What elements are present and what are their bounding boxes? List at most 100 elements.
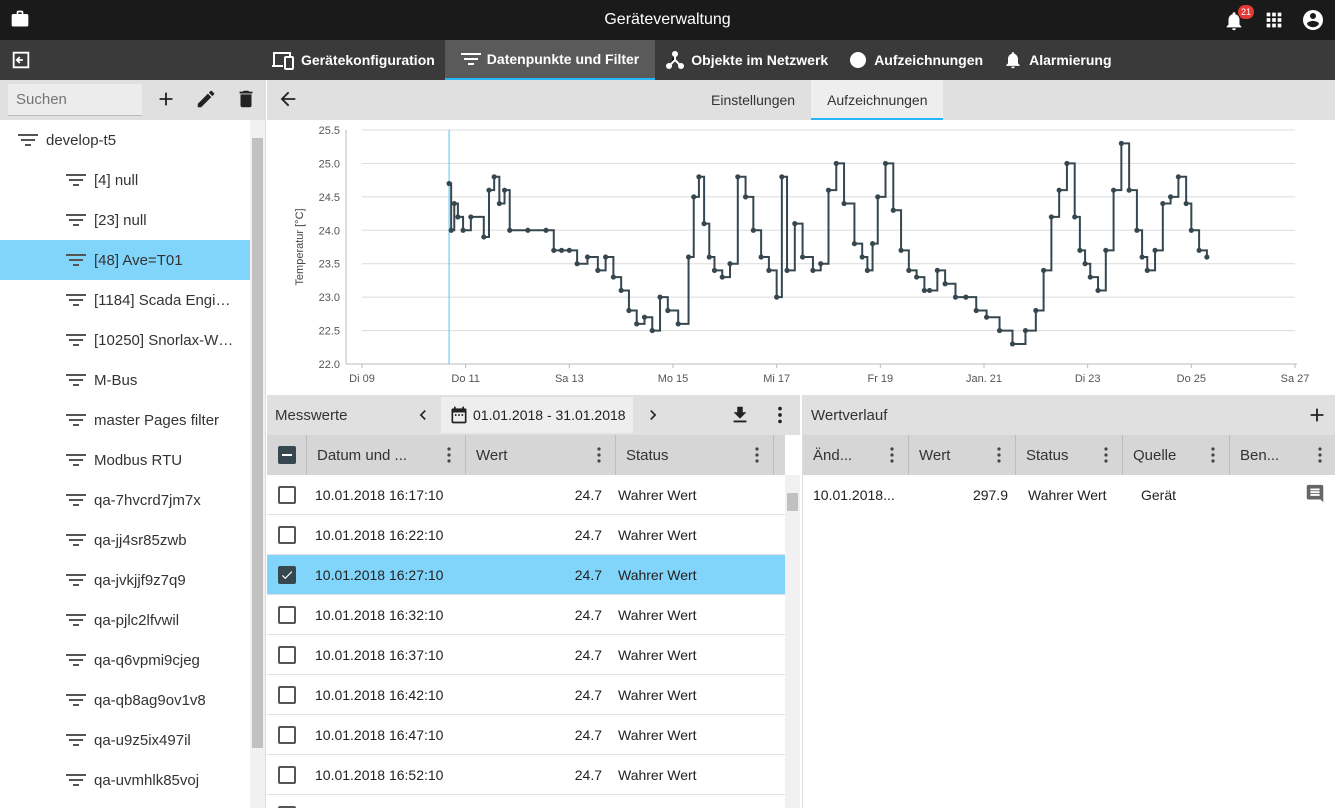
row-checkbox[interactable]: [278, 645, 296, 664]
data-point: [750, 227, 756, 233]
chevron-right-icon[interactable]: [643, 405, 663, 428]
more-vert-icon[interactable]: [769, 404, 791, 429]
row-checkbox[interactable]: [278, 565, 296, 584]
data-point: [890, 207, 896, 213]
briefcase-icon[interactable]: [10, 9, 30, 32]
tree-item[interactable]: [48] Ave=T01: [0, 240, 250, 280]
edit-icon[interactable]: [195, 88, 217, 113]
data-point: [851, 241, 858, 247]
table-row[interactable]: [267, 795, 785, 808]
table-row[interactable]: 10.01.2018 16:37:10 24.7 Wahrer Wert: [267, 635, 785, 675]
col-status[interactable]: Status: [1016, 435, 1123, 475]
sidebar-scrollbar[interactable]: [250, 120, 265, 808]
data-point: [574, 261, 580, 267]
tree-item[interactable]: Modbus RTU: [0, 440, 250, 480]
messwerte-column-header: Datum und ... Wert Status: [267, 435, 785, 475]
tab-einstellungen[interactable]: Einstellungen: [711, 92, 796, 108]
cell-status: Wahrer Wert: [618, 686, 697, 703]
row-checkbox[interactable]: [278, 725, 296, 744]
row-checkbox[interactable]: [278, 605, 296, 624]
tab-aufzeichnungen-sub[interactable]: Aufzeichnungen: [811, 80, 944, 120]
network-icon: [666, 51, 685, 69]
tree-item-label: qa-u9z5ix497il: [94, 731, 191, 749]
date-range-picker[interactable]: 01.01.2018 - 31.01.2018: [441, 397, 633, 433]
exit-icon[interactable]: [10, 49, 32, 74]
data-point: [603, 254, 609, 260]
table-row[interactable]: 10.01.2018 16:52:10 24.7 Wahrer Wert: [267, 755, 785, 795]
col-wert[interactable]: Wert: [466, 435, 616, 475]
tree-item[interactable]: qa-7hvcrd7jm7x: [0, 480, 250, 520]
account-icon[interactable]: [1301, 8, 1325, 35]
row-checkbox[interactable]: [278, 525, 296, 544]
filter-icon: [66, 174, 86, 186]
delete-icon[interactable]: [235, 88, 257, 113]
more-vert-icon: [755, 447, 759, 463]
col-datum[interactable]: Datum und ...: [307, 435, 466, 475]
table-row[interactable]: 10.01.2018 16:47:10 24.7 Wahrer Wert: [267, 715, 785, 755]
tree-item[interactable]: qa-jj4sr85zwb: [0, 520, 250, 560]
notification-badge: 21: [1237, 4, 1254, 19]
tab-datenpunkte-und-filter[interactable]: Datenpunkte und Filter: [444, 40, 656, 80]
row-checkbox[interactable]: [278, 805, 296, 808]
tree-item[interactable]: M-Bus: [0, 360, 250, 400]
tree-item[interactable]: qa-qb8ag9ov1v8: [0, 680, 250, 720]
data-point: [1160, 200, 1166, 207]
wertverlauf-row[interactable]: 10.01.2018... 297.9 Wahrer Wert Gerät: [803, 475, 1335, 515]
more-vert-icon: [1211, 447, 1215, 463]
add-icon[interactable]: [155, 88, 177, 113]
data-point: [1009, 341, 1016, 347]
download-icon[interactable]: [729, 404, 751, 429]
col-quelle[interactable]: Quelle: [1123, 435, 1230, 475]
tree-item[interactable]: [23] null: [0, 200, 250, 240]
add-icon[interactable]: [1306, 404, 1328, 429]
apps-icon[interactable]: [1263, 9, 1285, 34]
data-point: [711, 267, 718, 273]
back-arrow-icon[interactable]: [277, 88, 299, 113]
tree-item[interactable]: [1184] Scada Engi…: [0, 280, 250, 320]
wertverlauf-title: Wertverlauf: [811, 407, 888, 424]
col-wert[interactable]: Wert: [909, 435, 1016, 475]
tree-item[interactable]: qa-q6vpmi9cjeg: [0, 640, 250, 680]
tab-geraetekonfiguration[interactable]: Gerätekonfiguration: [261, 40, 445, 80]
tab-aufzeichnungen[interactable]: Aufzeichnungen: [838, 40, 993, 80]
col-bemerkung[interactable]: Ben...: [1230, 435, 1335, 475]
chevron-left-icon[interactable]: [413, 405, 433, 428]
select-all-checkbox[interactable]: [267, 435, 307, 475]
x-tick-label: Jan. 21: [966, 373, 1002, 385]
table-row[interactable]: 10.01.2018 16:22:10 24.7 Wahrer Wert: [267, 515, 785, 555]
row-checkbox[interactable]: [278, 685, 296, 704]
table-row[interactable]: 10.01.2018 16:17:10 24.7 Wahrer Wert: [267, 475, 785, 515]
table-row[interactable]: 10.01.2018 16:42:10 24.7 Wahrer Wert: [267, 675, 785, 715]
tree-item[interactable]: qa-u9z5ix497il: [0, 720, 250, 760]
tree-item[interactable]: qa-pjlc2lfvwil: [0, 600, 250, 640]
tree-item[interactable]: [4] null: [0, 160, 250, 200]
table-row[interactable]: 10.01.2018 16:27:10 24.7 Wahrer Wert: [267, 555, 785, 595]
tab-alarmierung[interactable]: Alarmierung: [993, 40, 1121, 80]
table-row[interactable]: 10.01.2018 16:32:10 24.7 Wahrer Wert: [267, 595, 785, 635]
cell-date: 10.01.2018 16:52:10: [315, 766, 444, 783]
indeterminate-checkbox-icon: [278, 446, 296, 464]
y-tick-label: 23.5: [319, 259, 340, 271]
tree-item[interactable]: [10250] Snorlax-W…: [0, 320, 250, 360]
notifications-button[interactable]: 21: [1223, 4, 1254, 34]
tree-item[interactable]: master Pages filter: [0, 400, 250, 440]
tree-item[interactable]: qa-jvkjjf9z7q9: [0, 560, 250, 600]
col-status[interactable]: Status: [616, 435, 774, 475]
messwerte-scrollbar[interactable]: [785, 475, 800, 808]
comment-icon[interactable]: [1230, 483, 1335, 508]
filter-icon: [460, 53, 481, 65]
col-aenderung[interactable]: Änd...: [803, 435, 909, 475]
tab-objekte-im-netzwerk[interactable]: Objekte im Netzwerk: [655, 40, 838, 80]
filter-icon: [66, 374, 86, 386]
cell-date: 10.01.2018 16:42:10: [315, 686, 444, 703]
tree-item-label: qa-qb8ag9ov1v8: [94, 691, 206, 709]
tree-item[interactable]: qa-uvmhlk85voj: [0, 760, 250, 800]
data-point: [448, 227, 454, 233]
filter-icon: [66, 454, 86, 466]
tree-root[interactable]: develop-t5: [0, 120, 250, 160]
cell-status: Wahrer Wert: [618, 566, 697, 583]
search-input[interactable]: [8, 84, 142, 116]
row-checkbox[interactable]: [278, 485, 296, 504]
data-point: [1095, 287, 1101, 294]
row-checkbox[interactable]: [278, 765, 296, 784]
